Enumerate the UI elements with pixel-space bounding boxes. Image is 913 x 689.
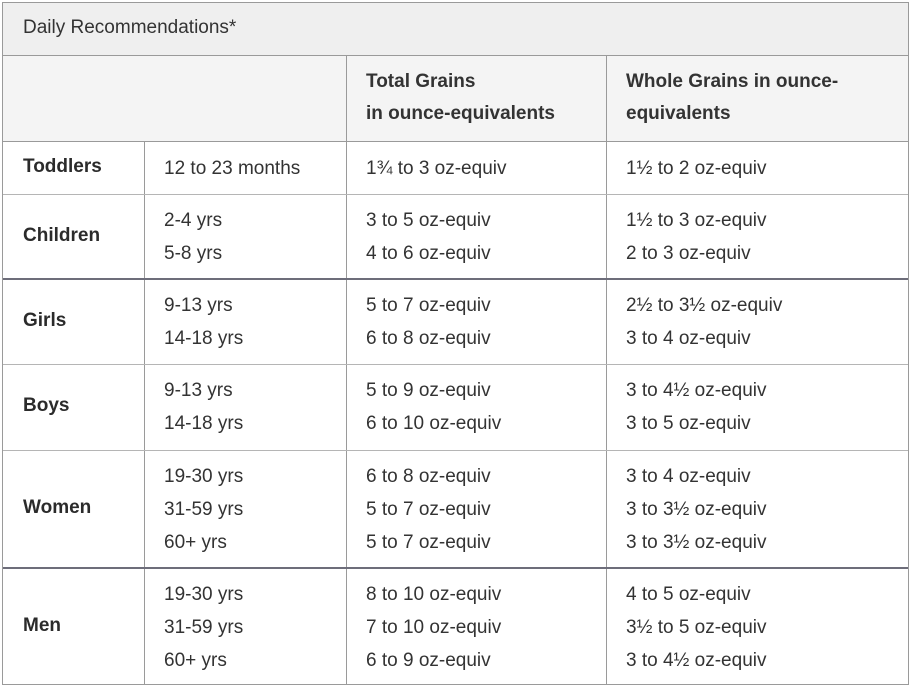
column-divider [606,56,607,684]
total-value: 5 to 7 oz-equiv [366,532,491,553]
age-value: 19-30 yrs [164,584,244,605]
table-row: Toddlers 12 to 23 months 1¾ to 3 oz-equi… [3,142,908,195]
age-value: 9-13 yrs [164,380,233,401]
whole-value: 3½ to 5 oz-equiv [626,617,767,638]
table-row: Children 2-4 yrs 5-8 yrs 3 to 5 oz-equiv… [3,195,908,280]
age-value: 60+ yrs [164,650,227,671]
total-value: 5 to 9 oz-equiv [366,380,491,401]
total-value: 6 to 8 oz-equiv [366,328,491,349]
age-value: 19-30 yrs [164,466,244,487]
whole-cell: 2½ to 3½ oz-equiv 3 to 4 oz-equiv [626,289,782,355]
header-total-grains: Total Grains in ounce-equivalents [366,56,606,141]
whole-cell: 1½ to 2 oz-equiv [626,152,766,185]
header-whole-line1: Whole Grains in ounce- [626,71,839,92]
header-row: Total Grains in ounce-equivalents Whole … [3,56,908,142]
header-total-line1: Total Grains [366,71,476,92]
whole-value: 1½ to 3 oz-equiv [626,210,767,231]
total-value: 6 to 8 oz-equiv [366,466,491,487]
age-cell: 9-13 yrs 14-18 yrs [164,289,243,355]
age-value: 5-8 yrs [164,243,223,264]
age-value: 31-59 yrs [164,499,244,520]
age-value: 14-18 yrs [164,328,244,349]
table-row: Women 19-30 yrs 31-59 yrs 60+ yrs 6 to 8… [3,451,908,569]
group-label: Girls [23,310,67,331]
total-cell: 3 to 5 oz-equiv 4 to 6 oz-equiv [366,204,491,270]
group-label: Boys [23,395,70,416]
total-value: 1¾ to 3 oz-equiv [366,158,507,179]
group-label: Men [23,615,61,636]
age-cell: 19-30 yrs 31-59 yrs 60+ yrs [164,578,243,677]
total-value: 7 to 10 oz-equiv [366,617,502,638]
total-value: 5 to 7 oz-equiv [366,499,491,520]
age-cell: 19-30 yrs 31-59 yrs 60+ yrs [164,460,243,559]
total-cell: 5 to 9 oz-equiv 6 to 10 oz-equiv [366,374,501,440]
age-value: 9-13 yrs [164,295,233,316]
whole-value: 1½ to 2 oz-equiv [626,158,767,179]
whole-cell: 1½ to 3 oz-equiv 2 to 3 oz-equiv [626,204,766,270]
whole-value: 2½ to 3½ oz-equiv [626,295,783,316]
whole-cell: 4 to 5 oz-equiv 3½ to 5 oz-equiv 3 to 4½… [626,578,766,677]
total-cell: 5 to 7 oz-equiv 6 to 8 oz-equiv [366,289,491,355]
whole-cell: 3 to 4 oz-equiv 3 to 3½ oz-equiv 3 to 3½… [626,460,766,559]
whole-value: 3 to 4½ oz-equiv [626,380,767,401]
whole-value: 3 to 3½ oz-equiv [626,532,767,553]
total-value: 6 to 9 oz-equiv [366,650,491,671]
whole-value: 3 to 5 oz-equiv [626,413,751,434]
age-value: 60+ yrs [164,532,227,553]
age-cell: 12 to 23 months [164,152,300,185]
total-value: 4 to 6 oz-equiv [366,243,491,264]
table-title-bar: Daily Recommendations* [3,3,908,56]
age-cell: 9-13 yrs 14-18 yrs [164,374,243,440]
group-label: Women [23,497,92,518]
total-value: 5 to 7 oz-equiv [366,295,491,316]
header-whole-grains: Whole Grains in ounce- equivalents [626,56,896,141]
total-value: 8 to 10 oz-equiv [366,584,502,605]
total-value: 3 to 5 oz-equiv [366,210,491,231]
group-label: Toddlers [23,156,102,177]
whole-value: 3 to 4½ oz-equiv [626,650,767,671]
table-row: Girls 9-13 yrs 14-18 yrs 5 to 7 oz-equiv… [3,280,908,365]
age-value: 2-4 yrs [164,210,223,231]
total-cell: 1¾ to 3 oz-equiv [366,152,506,185]
age-value: 14-18 yrs [164,413,244,434]
whole-cell: 3 to 4½ oz-equiv 3 to 5 oz-equiv [626,374,766,440]
total-cell: 8 to 10 oz-equiv 7 to 10 oz-equiv 6 to 9… [366,578,501,677]
age-value: 31-59 yrs [164,617,244,638]
total-cell: 6 to 8 oz-equiv 5 to 7 oz-equiv 5 to 7 o… [366,460,491,559]
header-whole-line2: equivalents [626,103,731,124]
age-cell: 2-4 yrs 5-8 yrs [164,204,222,270]
group-label: Children [23,225,101,246]
column-divider [144,142,145,684]
age-value: 12 to 23 months [164,158,301,179]
table-title: Daily Recommendations* [23,17,237,38]
whole-value: 4 to 5 oz-equiv [626,584,751,605]
header-total-line2: in ounce-equivalents [366,103,555,124]
whole-value: 3 to 4 oz-equiv [626,466,751,487]
whole-value: 3 to 4 oz-equiv [626,328,751,349]
column-divider [346,56,347,684]
total-value: 6 to 10 oz-equiv [366,413,502,434]
table-row: Men 19-30 yrs 31-59 yrs 60+ yrs 8 to 10 … [3,569,908,684]
whole-value: 3 to 3½ oz-equiv [626,499,767,520]
table-row: Boys 9-13 yrs 14-18 yrs 5 to 9 oz-equiv … [3,365,908,451]
whole-value: 2 to 3 oz-equiv [626,243,751,264]
